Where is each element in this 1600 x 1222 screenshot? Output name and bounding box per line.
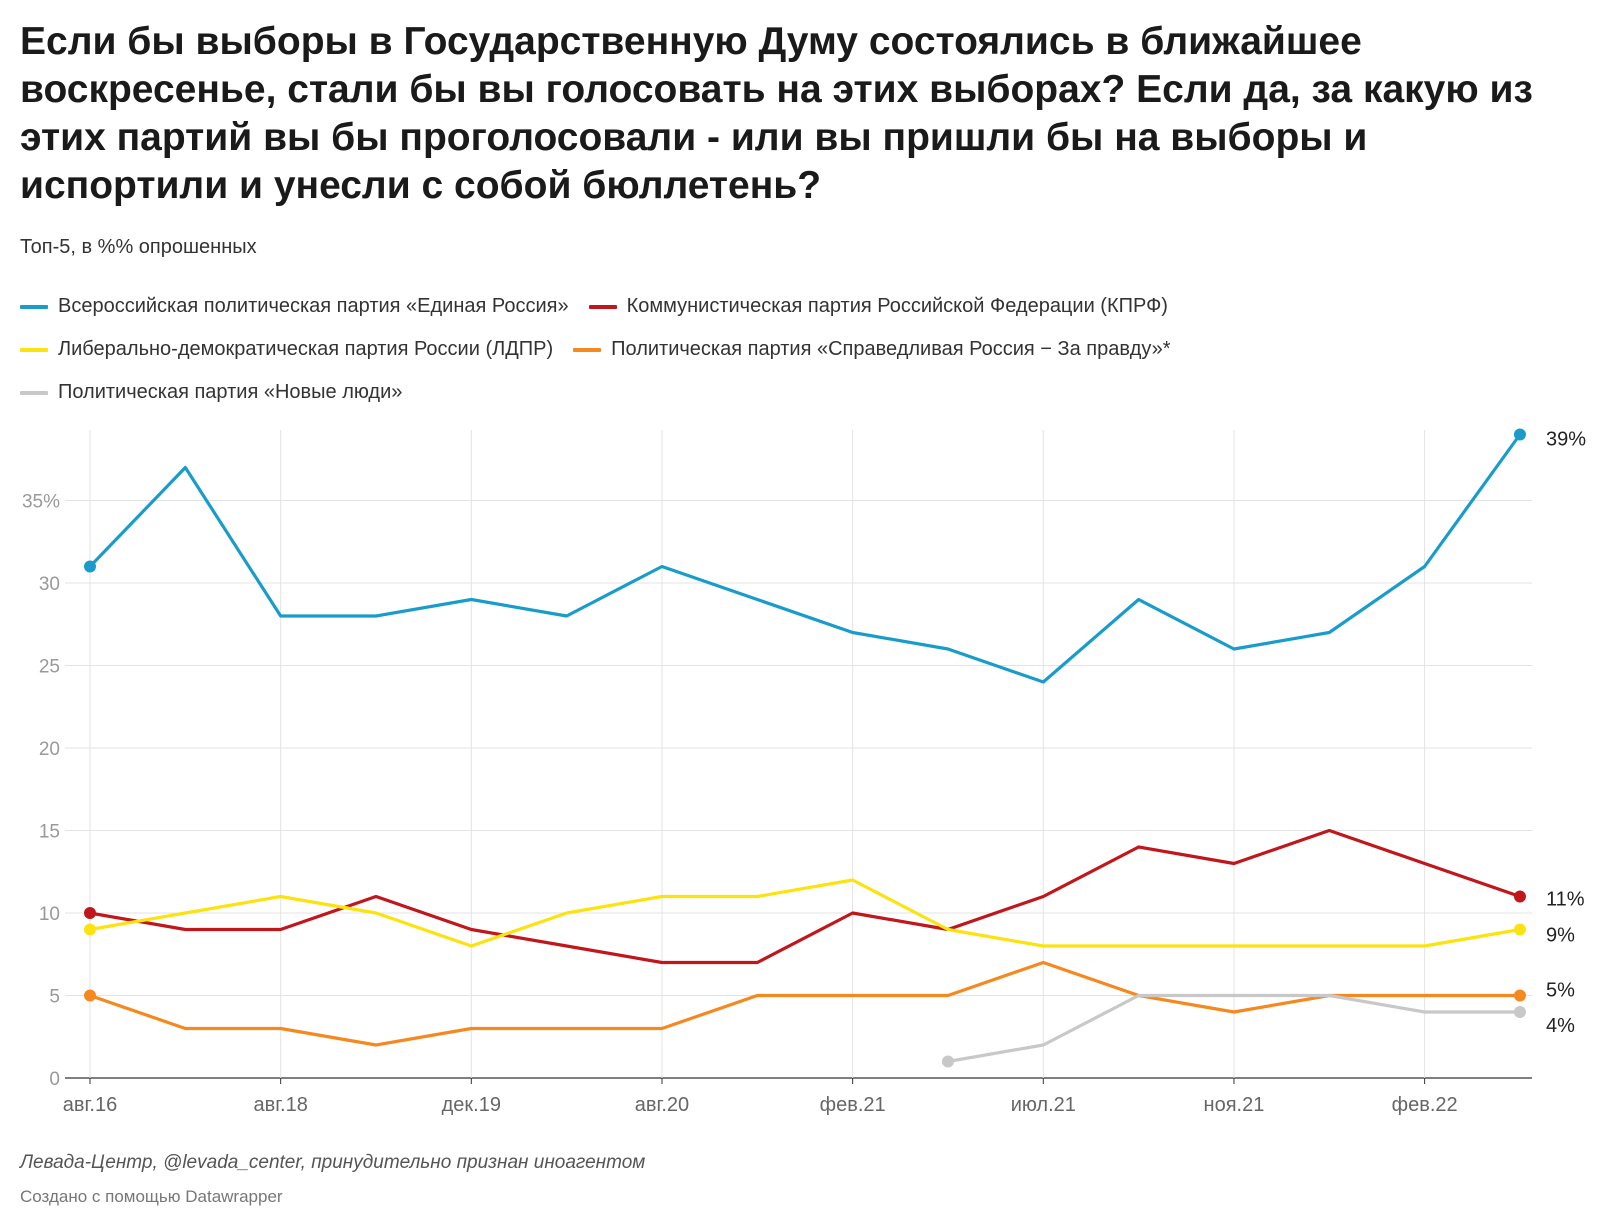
series-end-point-2: [1513, 923, 1526, 936]
series-start-point-4: [941, 1055, 954, 1068]
series-line-1: [88, 828, 1522, 965]
series-end-label-2: 9%: [1546, 925, 1575, 947]
legend-label-sr: Политическая партия «Справедливая Россия…: [611, 338, 1171, 360]
legend-label-united-russia: Всероссийская политическая партия «Едина…: [58, 295, 569, 317]
legend-swatch-sr: [573, 347, 602, 352]
legend-swatch-ldpr: [20, 347, 48, 352]
series-end-label-3: 5%: [1546, 980, 1575, 1002]
legend-label-new-people: Политическая партия «Новые люди»: [58, 381, 403, 403]
y-tick-label: 5: [49, 987, 60, 1008]
legend-swatch-new-people: [20, 390, 48, 395]
x-tick-label: фев.21: [820, 1094, 886, 1116]
legend-swatch-united-russia: [20, 304, 48, 309]
y-tick-label: 20: [39, 739, 60, 760]
x-tick-label: фев.22: [1392, 1094, 1458, 1116]
x-tick-label: авг.18: [253, 1094, 307, 1116]
legend-label-ldpr: Либерально-демократическая партия России…: [58, 338, 554, 360]
series-start-point-2: [84, 923, 96, 936]
legend-swatch-kprf: [588, 304, 617, 309]
source-note: Левада-Центр, @levada_center, принудител…: [20, 1152, 646, 1173]
series-end-label-4: 4%: [1546, 1015, 1575, 1037]
series-line-0: [88, 432, 1522, 684]
legend-item-new-people: Политическая партия «Новые люди»: [20, 381, 402, 404]
x-tick-label: ноя.21: [1204, 1094, 1265, 1116]
series-line-2: [88, 878, 1522, 948]
series-end-point-3: [1513, 989, 1526, 1002]
y-tick-label: 15: [39, 822, 60, 843]
legend-item-kprf: Коммунистическая партия Российской Федер…: [588, 295, 1168, 318]
legend-row-1: Всероссийская политическая партия «Едина…: [20, 285, 1560, 328]
series-start-point-0: [84, 560, 96, 573]
x-tick-label: авг.16: [63, 1094, 117, 1116]
series-end-point-4: [1513, 1006, 1526, 1018]
legend-row-2: Либерально-демократическая партия России…: [20, 328, 1560, 371]
series-start-point-3: [84, 989, 96, 1002]
line-chart: 0 5 10 15 20 25 30 35% авг.16 авг.18 дек.19 авг.20 ф…: [22, 428, 1586, 1116]
series-end-label-1: 11%: [1546, 889, 1585, 911]
y-tick-label: 10: [39, 904, 60, 925]
series-end-point-1: [1513, 890, 1526, 903]
legend-item-united-russia: Всероссийская политическая партия «Едина…: [20, 295, 569, 318]
legend-item-ldpr: Либерально-демократическая партия России…: [20, 338, 553, 361]
series-start-point-1: [84, 907, 96, 919]
datawrapper-credit: Создано с помощью Datawrapper: [20, 1187, 283, 1206]
x-tick-label: июл.21: [1011, 1094, 1076, 1116]
y-tick-label: 25: [39, 657, 60, 678]
legend-label-kprf: Коммунистическая партия Российской Федер…: [626, 295, 1168, 317]
x-tick-label: авг.20: [635, 1094, 689, 1116]
chart-legend: Всероссийская политическая партия «Едина…: [20, 285, 1560, 414]
y-tick-label: 0: [49, 1069, 60, 1090]
chart-subtitle: Топ-5, в %% опрошенных: [20, 236, 257, 258]
series-line-4: [946, 993, 1522, 1064]
series-end-point-0: [1513, 428, 1526, 441]
series-line-3: [88, 960, 1522, 1047]
chart-title: Если бы выборы в Государственную Думу со…: [20, 20, 1533, 207]
legend-item-sr: Политическая партия «Справедливая Россия…: [573, 338, 1171, 361]
y-tick-label: 35%: [22, 492, 60, 513]
x-tick-label: дек.19: [442, 1094, 501, 1116]
legend-row-3: Политическая партия «Новые люди»: [20, 371, 1560, 414]
series-end-label-0: 39%: [1546, 429, 1586, 451]
y-tick-label: 30: [39, 574, 60, 595]
